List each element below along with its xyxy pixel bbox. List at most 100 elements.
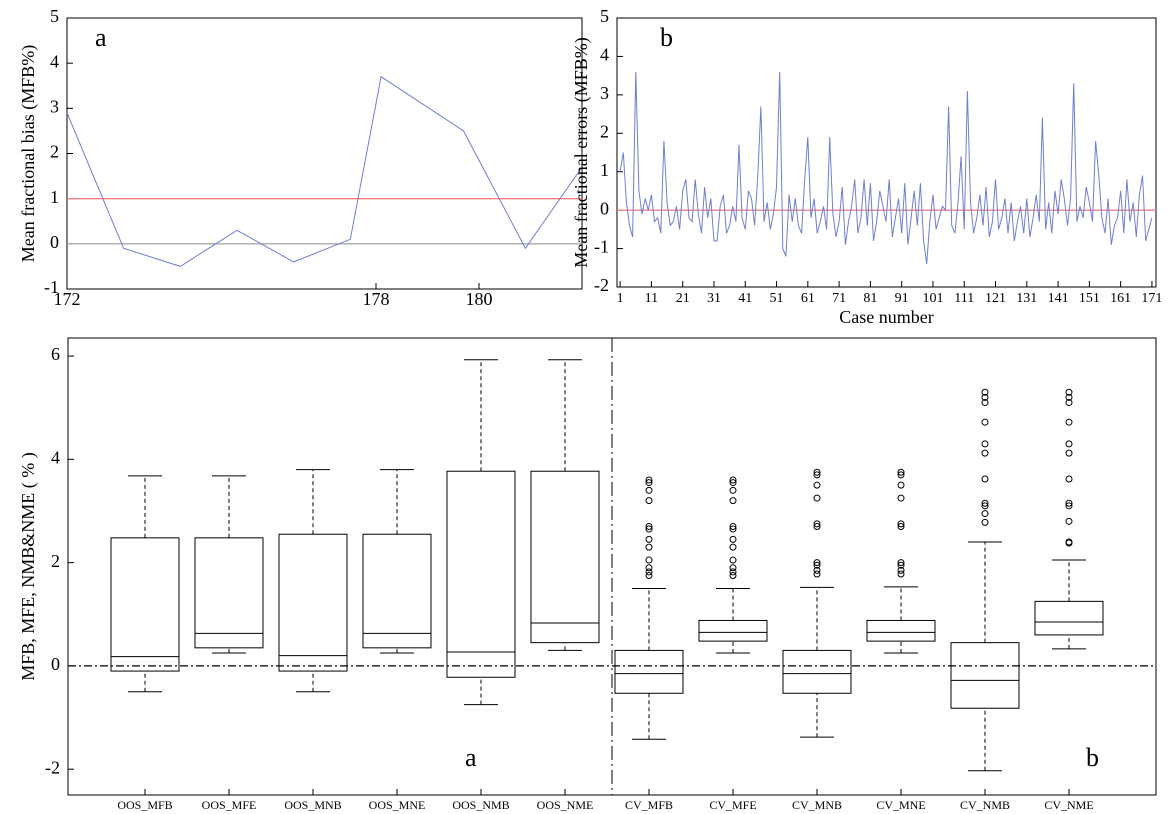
x-tick-label: OOS_MNB <box>284 798 341 812</box>
outlier <box>1065 418 1073 426</box>
outlier <box>645 535 653 543</box>
y-tick-label: 4 <box>50 51 59 71</box>
box <box>614 649 684 694</box>
box <box>194 537 264 649</box>
outlier <box>1065 517 1073 525</box>
outlier <box>1065 440 1073 448</box>
x-tick-label: 151 <box>1079 291 1100 306</box>
outlier <box>645 525 653 533</box>
outlier <box>897 566 905 574</box>
outlier <box>645 486 653 494</box>
x-tick-label: 171 <box>1141 291 1162 306</box>
x-tick-label: 178 <box>363 289 390 309</box>
outlier <box>645 572 653 580</box>
y-tick-label: -1 <box>594 237 609 257</box>
outlier <box>897 522 905 530</box>
outlier <box>981 418 989 426</box>
x-tick-label: 31 <box>707 291 721 306</box>
outlier <box>981 388 989 396</box>
box <box>782 649 852 694</box>
outlier <box>981 449 989 457</box>
outlier <box>645 476 653 484</box>
box <box>446 470 516 678</box>
outlier <box>1065 399 1073 407</box>
outlier <box>729 543 737 551</box>
x-tick-label: 11 <box>645 291 658 306</box>
y-tick-label: 0 <box>50 232 59 252</box>
x-tick-label: 111 <box>954 291 974 306</box>
y-axis-label: MFB, MFE, NMB&NME ( % ) <box>18 452 39 681</box>
box <box>530 470 600 644</box>
x-tick-label: 131 <box>1016 291 1037 306</box>
x-tick-label: 141 <box>1048 291 1069 306</box>
outlier <box>729 525 737 533</box>
outlier <box>1065 538 1073 546</box>
outlier <box>813 471 821 479</box>
box <box>698 619 768 642</box>
outlier <box>645 543 653 551</box>
outlier <box>729 479 737 487</box>
box <box>1034 600 1104 636</box>
x-tick-label: 91 <box>895 291 909 306</box>
x-tick-label: 61 <box>801 291 815 306</box>
outlier <box>1065 475 1073 483</box>
y-tick-label: 4 <box>51 447 60 467</box>
x-tick-label: CV_MFB <box>625 798 673 812</box>
panel-label: b <box>1086 743 1099 772</box>
outlier <box>729 564 737 572</box>
outlier <box>981 518 989 526</box>
y-tick-label: 5 <box>600 6 609 26</box>
outlier <box>645 568 653 576</box>
outlier <box>981 502 989 510</box>
y-axis-label: Mean fractional errors (MFB%) <box>571 37 592 267</box>
box <box>278 533 348 672</box>
outlier <box>1065 449 1073 457</box>
y-tick-label: 2 <box>600 121 609 141</box>
x-tick-label: 101 <box>922 291 943 306</box>
outlier <box>645 522 653 530</box>
y-tick-label: 1 <box>600 160 609 180</box>
y-tick-label: 5 <box>50 6 59 26</box>
x-tick-label: OOS_MFB <box>117 798 172 812</box>
outlier <box>813 561 821 569</box>
y-tick-label: 0 <box>51 654 60 674</box>
outlier <box>645 564 653 572</box>
x-tick-label: OOS_MNE <box>369 798 426 812</box>
data-line <box>619 71 1153 264</box>
y-tick-label: 3 <box>600 83 609 103</box>
outlier <box>981 510 989 518</box>
outlier <box>813 481 821 489</box>
outlier <box>813 468 821 476</box>
x-tick-label: 172 <box>54 289 81 309</box>
y-tick-label: 4 <box>600 45 609 65</box>
x-tick-label: CV_NME <box>1044 798 1093 812</box>
x-tick-label: CV_MFE <box>709 798 756 812</box>
x-tick-label: CV_MNE <box>876 798 925 812</box>
outlier <box>813 570 821 578</box>
outlier <box>897 471 905 479</box>
y-tick-label: 1 <box>50 187 59 207</box>
outlier <box>729 497 737 505</box>
y-tick-label: -2 <box>45 757 60 777</box>
outlier <box>1065 388 1073 396</box>
outlier <box>729 568 737 576</box>
y-tick-label: 2 <box>51 551 60 571</box>
outlier <box>645 479 653 487</box>
outlier <box>897 561 905 569</box>
y-tick-label: -2 <box>594 275 609 295</box>
outlier <box>1065 502 1073 510</box>
outlier <box>897 468 905 476</box>
x-tick-label: OOS_MFE <box>202 798 257 812</box>
outlier <box>813 559 821 567</box>
x-tick-label: 21 <box>676 291 690 306</box>
x-tick-label: 161 <box>1110 291 1131 306</box>
box <box>866 619 936 642</box>
x-tick-label: 71 <box>832 291 846 306</box>
outlier <box>1065 499 1073 507</box>
outlier <box>897 559 905 567</box>
y-tick-label: 2 <box>50 142 59 162</box>
outlier <box>729 476 737 484</box>
outlier <box>813 522 821 530</box>
panel-label: a <box>465 743 477 772</box>
